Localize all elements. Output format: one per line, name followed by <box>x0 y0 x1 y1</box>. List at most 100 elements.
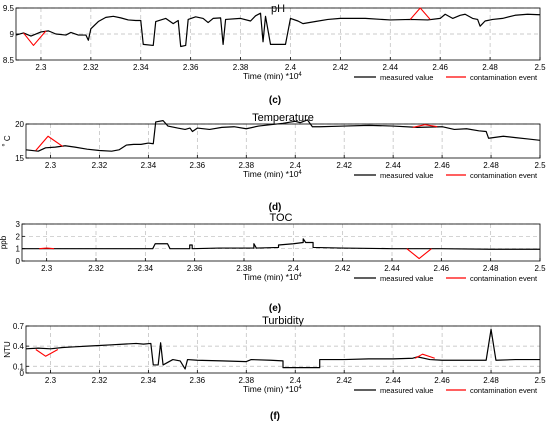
contamination-event-line <box>414 353 435 359</box>
x-tick-label: 2.46 <box>434 161 450 170</box>
x-axis-label-exponent: 4 <box>298 273 302 279</box>
chart-title: Temperature <box>252 112 314 124</box>
x-axis-label: Time (min) *104 <box>243 169 302 179</box>
y-axis-label-degree: ° <box>1 143 10 146</box>
x-tick-label: 2.4 <box>290 161 302 170</box>
y-tick-label: 0.7 <box>13 322 25 331</box>
x-tick-label: 2.3 <box>45 376 57 385</box>
x-axis-label-exponent: 4 <box>298 385 302 391</box>
x-tick-label: 2.5 <box>534 376 546 385</box>
x-tick-label: 2.48 <box>482 63 498 72</box>
x-axis-label-exponent: 4 <box>298 72 302 78</box>
panel-label: (e) <box>269 303 281 314</box>
y-tick-label: 9 <box>10 30 15 39</box>
x-tick-label: 2.38 <box>238 161 254 170</box>
measured-value-line <box>25 119 541 152</box>
contamination-event-line <box>35 135 64 151</box>
x-axis-label: Time (min) *104 <box>243 272 302 282</box>
x-tick-label: 2.3 <box>41 264 53 273</box>
x-tick-label: 2.32 <box>83 63 99 72</box>
plot-frame <box>25 325 541 374</box>
x-axis-label: Time (min) *104 <box>243 71 302 81</box>
legend-label-measured: measured value <box>380 274 433 283</box>
chart-panel-1: pH 8.5 9 9.5 2.3 2.32 2.34 2.36 2.38 2.4 2.42 2.44 2… <box>3 3 546 106</box>
legend: measured value contamination event <box>354 274 538 283</box>
x-tick-label: 2.32 <box>92 376 108 385</box>
y-tick-label: 20 <box>15 120 24 129</box>
x-tick-label: 2.36 <box>183 63 199 72</box>
plot-frame <box>21 223 541 262</box>
x-tick-label: 2.38 <box>238 376 254 385</box>
legend-label-measured: measured value <box>380 171 433 180</box>
contamination-event-line <box>39 247 55 250</box>
y-axis-label: ° C <box>1 135 12 146</box>
panel-label: (c) <box>269 95 281 106</box>
x-tick-label: 2.3 <box>35 63 47 72</box>
x-tick-label: 2.4 <box>285 63 297 72</box>
y-tick-label: 9.5 <box>3 4 15 13</box>
y-tick-label: 3 <box>16 220 21 229</box>
x-tick-label: 2.48 <box>483 161 499 170</box>
y-axis-label: NTU <box>3 341 12 358</box>
contamination-event-line <box>412 124 438 128</box>
x-tick-label: 2.38 <box>233 63 249 72</box>
legend: measured value contamination event <box>354 386 538 395</box>
x-tick-label: 2.4 <box>288 264 300 273</box>
x-tick-label: 2.36 <box>190 161 206 170</box>
chart-panel-2: Temperature 15 20 2.3 2.32 2.34 2.36 2.38 2.4 2.4… <box>1 112 546 213</box>
chart-panel-3: TOC 0 1 2 3 2.3 2.32 2.34 2.36 2.38 2.4 2.42 2.44 2.4… <box>0 212 546 314</box>
legend-label-contamination: contamination event <box>470 171 538 180</box>
legend-label-contamination: contamination event <box>470 386 538 395</box>
measured-value-line <box>25 328 540 370</box>
y-tick-label: 0 <box>20 369 25 378</box>
x-axis-label: Time (min) *104 <box>243 384 302 394</box>
x-tick-label: 2.46 <box>434 376 450 385</box>
legend-label-measured: measured value <box>380 73 433 82</box>
x-tick-label: 2.42 <box>336 161 352 170</box>
panel-label: (f) <box>270 411 280 422</box>
x-tick-label: 2.42 <box>336 376 352 385</box>
x-tick-label: 2.48 <box>483 376 499 385</box>
x-tick-label: 2.5 <box>534 63 546 72</box>
x-tick-label: 2.34 <box>141 161 157 170</box>
x-tick-label: 2.46 <box>432 63 448 72</box>
contamination-event-line <box>409 7 431 20</box>
x-tick-label: 2.42 <box>333 63 349 72</box>
legend-label-contamination: contamination event <box>470 73 538 82</box>
chart-title: pH <box>271 3 285 15</box>
chart-title: TOC <box>269 212 292 224</box>
y-tick-label: 1 <box>16 245 21 254</box>
y-axis-label: ppb <box>0 235 8 249</box>
x-tick-label: 2.5 <box>534 264 546 273</box>
x-tick-label: 2.44 <box>382 63 398 72</box>
x-tick-label: 2.44 <box>385 161 401 170</box>
contamination-event-line <box>23 30 47 46</box>
x-tick-label: 2.5 <box>534 161 546 170</box>
plot-frame <box>25 123 541 159</box>
chart-panel-4: Turbidity 00.1 0.4 0.7 2.3 2.32 2.34 2.36 2.38 2.… <box>3 315 546 422</box>
legend: measured value contamination event <box>354 171 538 180</box>
x-axis-label-exponent: 4 <box>298 170 302 176</box>
x-tick-label: 2.48 <box>483 264 499 273</box>
measured-value-line <box>15 12 541 48</box>
x-tick-label: 2.36 <box>190 376 206 385</box>
x-tick-label: 2.34 <box>141 376 157 385</box>
x-tick-label: 2.32 <box>92 161 108 170</box>
y-tick-label: 0 <box>16 257 21 266</box>
contamination-event-line <box>35 349 59 357</box>
x-tick-label: 2.36 <box>187 264 203 273</box>
y-tick-label: 0.4 <box>13 342 25 351</box>
y-tick-label: 2 <box>16 232 21 241</box>
legend-label-contamination: contamination event <box>470 274 538 283</box>
legend-label-measured: measured value <box>380 386 433 395</box>
x-tick-label: 2.34 <box>138 264 154 273</box>
x-tick-label: 2.4 <box>290 376 302 385</box>
legend: measured value contamination event <box>354 73 538 82</box>
y-tick-label: 8.5 <box>3 56 15 65</box>
measured-value-line <box>22 238 540 250</box>
x-tick-label: 2.38 <box>236 264 252 273</box>
x-tick-label: 2.3 <box>45 161 57 170</box>
x-tick-label: 2.44 <box>385 376 401 385</box>
